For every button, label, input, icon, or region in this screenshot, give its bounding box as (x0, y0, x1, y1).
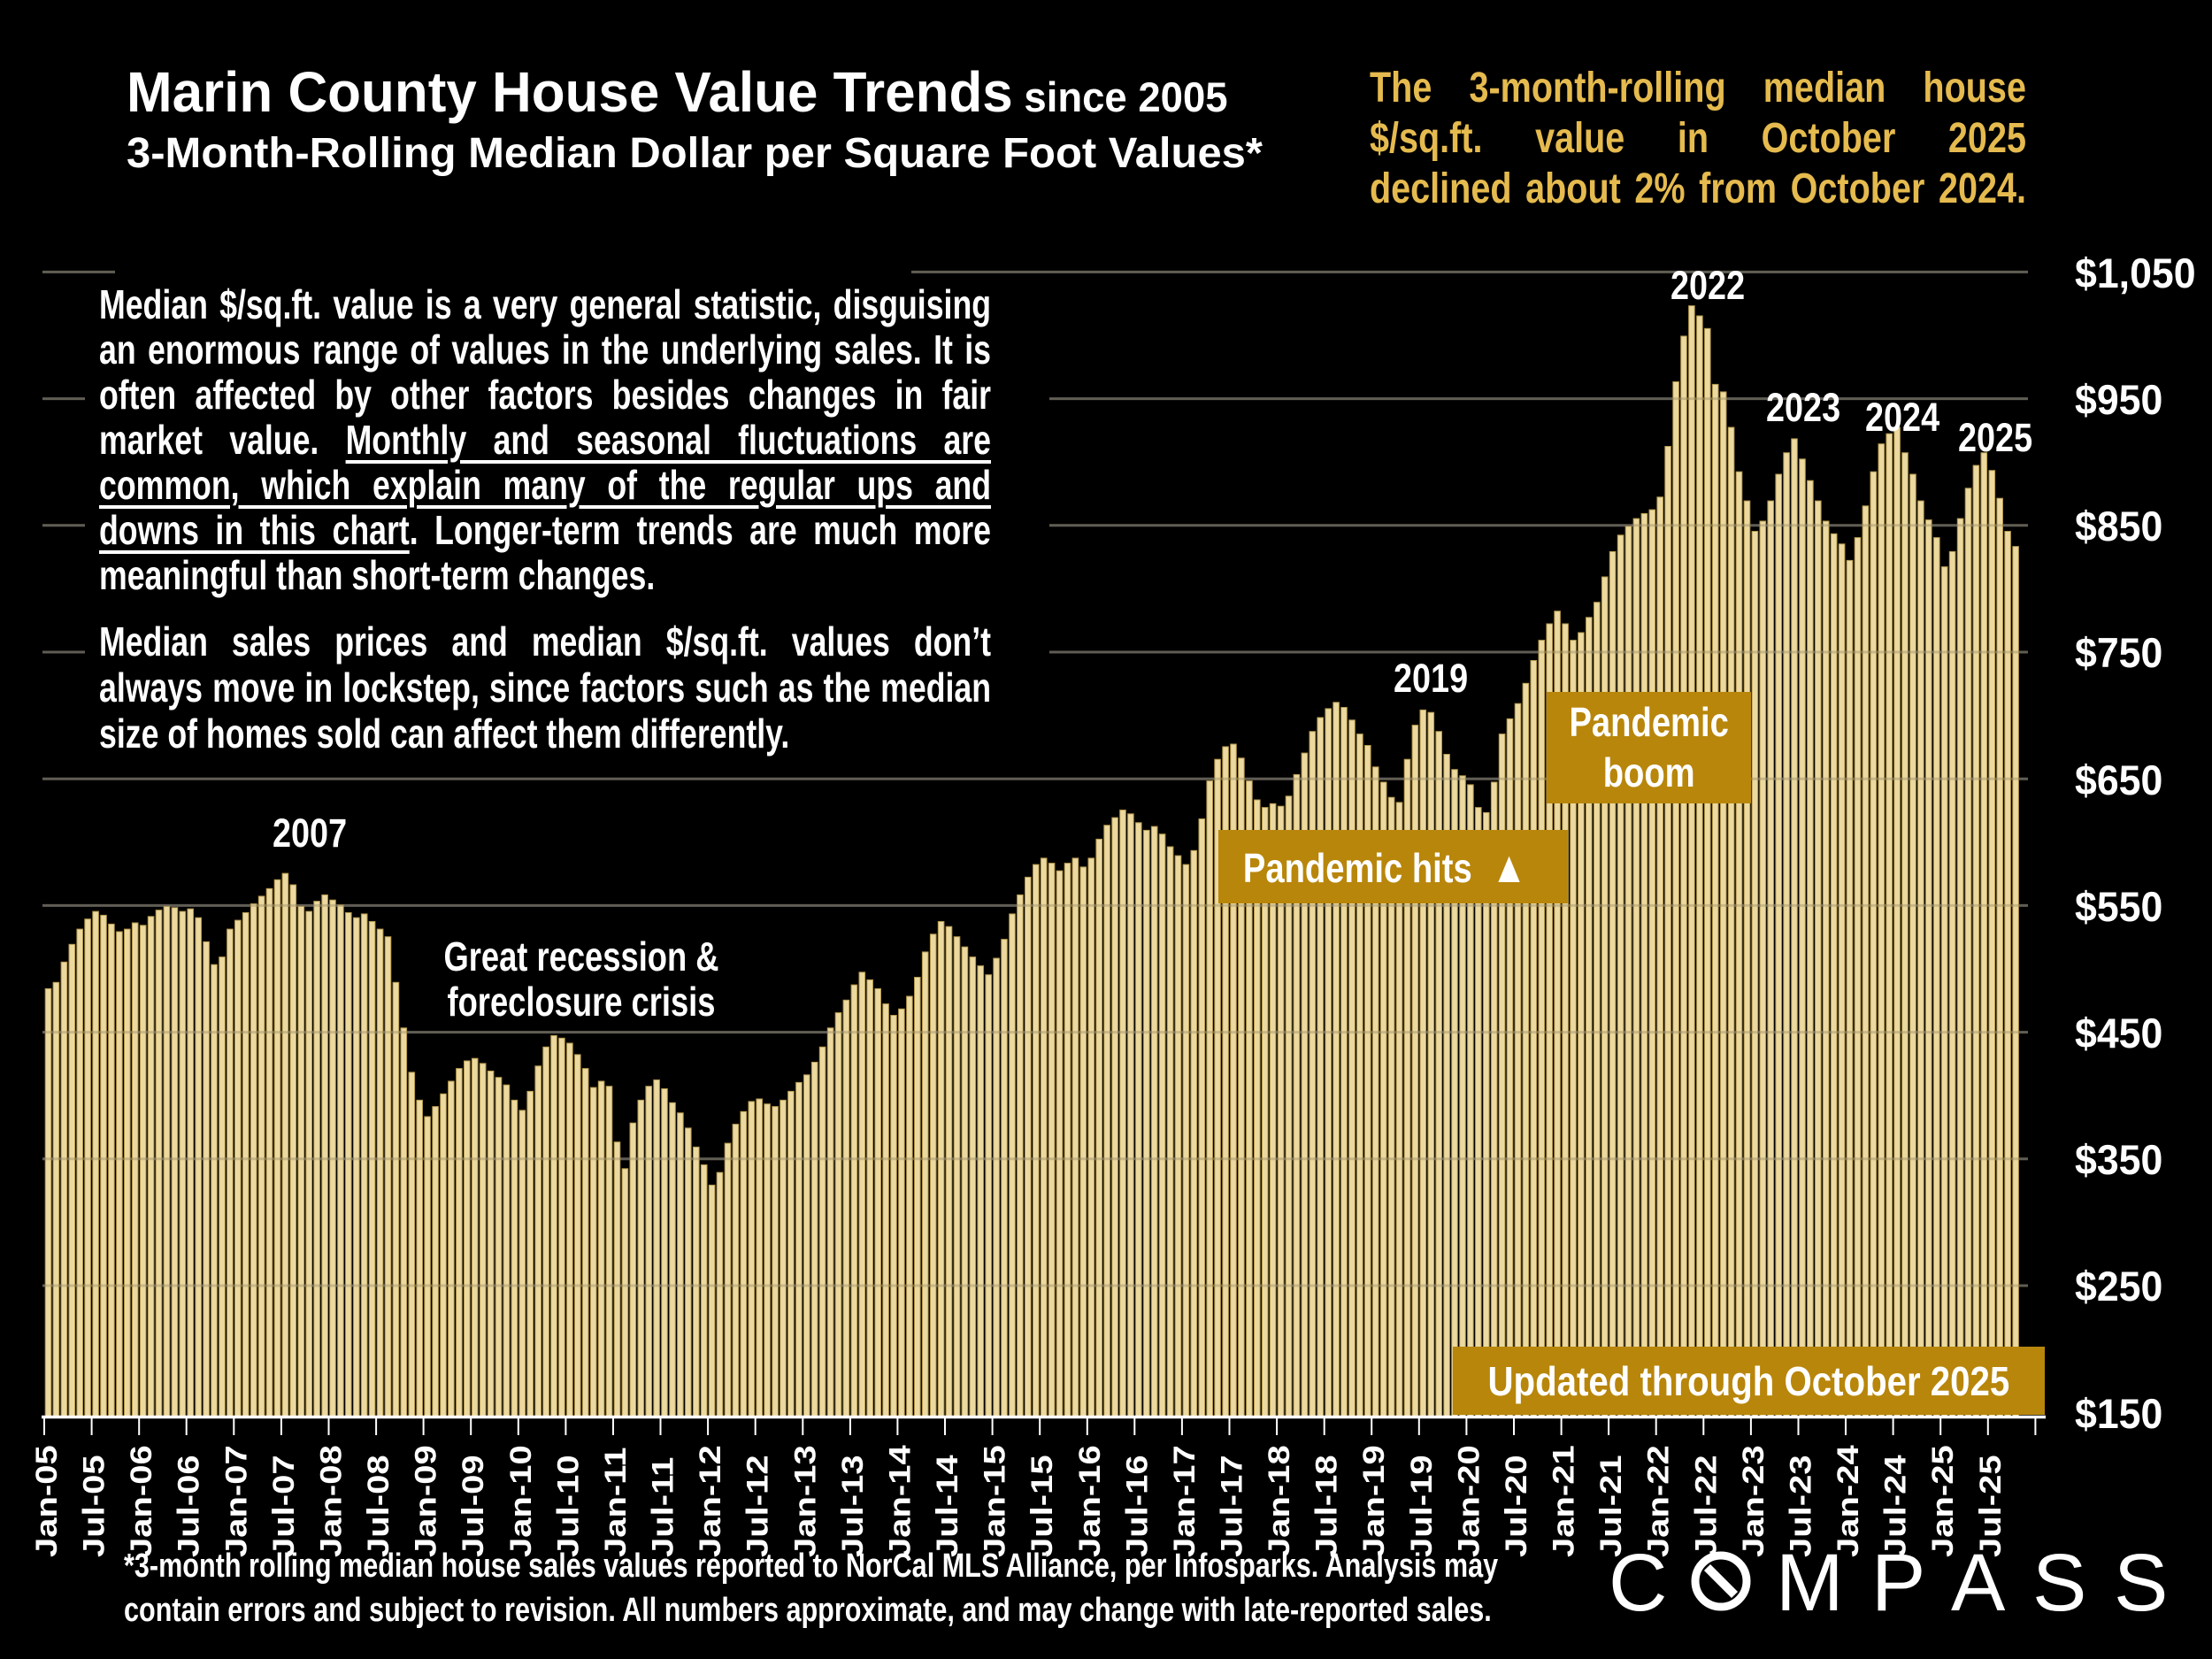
svg-text:Jan-11: Jan-11 (598, 1447, 632, 1557)
svg-text:Jul-07: Jul-07 (266, 1455, 300, 1557)
svg-text:Jan-16: Jan-16 (1072, 1445, 1106, 1557)
svg-text:Jan-19: Jan-19 (1356, 1445, 1390, 1557)
svg-text:Jul-20: Jul-20 (1499, 1455, 1532, 1557)
svg-text:Jul-06: Jul-06 (172, 1455, 205, 1557)
svg-text:Jul-13: Jul-13 (835, 1455, 869, 1557)
svg-text:Jan-07: Jan-07 (219, 1445, 252, 1557)
svg-text:Jul-25: Jul-25 (1973, 1455, 2007, 1557)
svg-text:Jul-11: Jul-11 (645, 1457, 679, 1557)
svg-text:Jan-25: Jan-25 (1925, 1445, 1959, 1557)
svg-text:Jan-21: Jan-21 (1546, 1445, 1579, 1557)
svg-text:Jan-24: Jan-24 (1831, 1445, 1864, 1557)
svg-text:P: P (1871, 1543, 1925, 1628)
svg-text:Jan-05: Jan-05 (29, 1445, 63, 1557)
svg-text:Jan-23: Jan-23 (1736, 1445, 1770, 1557)
svg-text:Jul-17: Jul-17 (1214, 1455, 1248, 1557)
svg-text:Jan-12: Jan-12 (693, 1445, 726, 1557)
svg-text:Jan-09: Jan-09 (408, 1445, 442, 1557)
svg-text:Jul-05: Jul-05 (76, 1455, 110, 1557)
svg-text:Jan-10: Jan-10 (503, 1445, 537, 1557)
svg-text:Jan-06: Jan-06 (124, 1445, 157, 1557)
svg-text:Jan-14: Jan-14 (882, 1445, 916, 1557)
svg-text:S: S (2032, 1543, 2086, 1628)
svg-text:C: C (1609, 1543, 1667, 1628)
svg-text:Jul-18: Jul-18 (1310, 1455, 1343, 1557)
svg-text:Jul-15: Jul-15 (1025, 1455, 1058, 1557)
svg-text:Jul-12: Jul-12 (741, 1455, 774, 1557)
svg-text:Jan-15: Jan-15 (977, 1445, 1010, 1557)
svg-text:M: M (1776, 1543, 1844, 1628)
svg-text:Jan-17: Jan-17 (1167, 1445, 1201, 1557)
svg-text:Jan-08: Jan-08 (313, 1445, 347, 1557)
svg-text:Jul-22: Jul-22 (1688, 1455, 1722, 1557)
svg-text:Jan-22: Jan-22 (1641, 1445, 1675, 1557)
svg-text:S: S (2114, 1543, 2168, 1628)
svg-text:Jul-24: Jul-24 (1878, 1455, 1911, 1557)
svg-text:Jul-19: Jul-19 (1404, 1455, 1438, 1557)
svg-text:Jul-08: Jul-08 (361, 1455, 395, 1557)
svg-text:Jul-14: Jul-14 (930, 1455, 964, 1557)
svg-text:Jul-10: Jul-10 (550, 1455, 584, 1557)
svg-text:Jan-18: Jan-18 (1262, 1445, 1295, 1557)
svg-text:Jul-16: Jul-16 (1119, 1455, 1153, 1557)
svg-text:Jul-23: Jul-23 (1783, 1455, 1816, 1557)
svg-text:Jul-09: Jul-09 (456, 1455, 489, 1557)
svg-text:A: A (1951, 1543, 2006, 1628)
svg-text:Jul-21: Jul-21 (1594, 1455, 1627, 1557)
svg-text:Jan-13: Jan-13 (787, 1445, 821, 1557)
svg-text:Jan-20: Jan-20 (1451, 1445, 1485, 1557)
